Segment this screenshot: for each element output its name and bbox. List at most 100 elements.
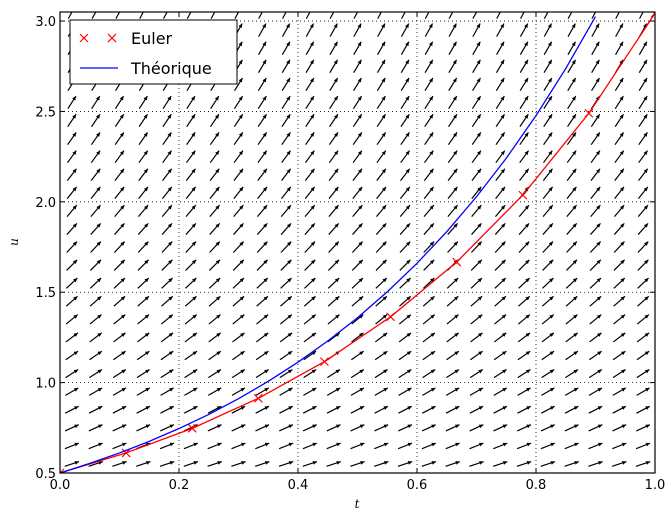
field-arrow bbox=[137, 277, 150, 289]
field-arrow bbox=[423, 277, 435, 289]
field-arrow bbox=[564, 405, 579, 414]
field-arrow bbox=[564, 424, 579, 432]
field-arrow bbox=[517, 424, 532, 432]
field-arrow bbox=[374, 369, 388, 379]
field-arrow bbox=[517, 332, 531, 343]
field-arrow bbox=[447, 241, 459, 253]
field-arrow bbox=[256, 295, 269, 307]
field-arrow bbox=[89, 350, 103, 361]
field-arrow bbox=[138, 204, 149, 217]
field-arrow bbox=[494, 295, 507, 307]
field-arrow bbox=[258, 12, 263, 19]
field-arrow bbox=[377, 41, 386, 55]
field-arrow bbox=[280, 295, 293, 307]
field-arrow bbox=[397, 461, 413, 467]
field-arrow bbox=[493, 424, 508, 432]
field-arrow bbox=[471, 95, 482, 110]
field-arrow bbox=[566, 222, 578, 235]
field-arrow bbox=[351, 241, 364, 253]
field-arrow bbox=[422, 314, 436, 325]
field-arrow bbox=[232, 314, 245, 325]
field-arrow bbox=[281, 113, 291, 128]
field-arrow bbox=[257, 132, 268, 146]
field-arrow bbox=[469, 387, 484, 396]
field-arrow bbox=[185, 204, 197, 217]
field-arrow bbox=[328, 222, 340, 235]
field-arrow bbox=[401, 12, 406, 19]
field-arrow bbox=[398, 369, 412, 379]
field-arrow bbox=[517, 405, 532, 414]
field-arrow bbox=[635, 461, 651, 467]
field-arrow bbox=[400, 41, 410, 55]
field-arrow bbox=[137, 314, 150, 325]
field-arrow bbox=[352, 150, 363, 164]
field-arrow bbox=[588, 387, 603, 396]
field-arrow bbox=[64, 461, 80, 467]
field-arrow bbox=[591, 59, 600, 73]
field-arrow bbox=[590, 132, 601, 146]
field-arrow bbox=[400, 59, 410, 73]
field-arrow bbox=[66, 150, 77, 164]
field-arrow bbox=[305, 95, 315, 110]
field-arrow bbox=[472, 23, 481, 37]
data-point-euler bbox=[518, 190, 528, 200]
field-arrow bbox=[207, 442, 222, 450]
field-arrow bbox=[88, 442, 103, 450]
field-arrow bbox=[353, 41, 362, 55]
field-arrow bbox=[612, 387, 627, 396]
field-arrow bbox=[424, 95, 434, 110]
field-arrow bbox=[281, 77, 291, 92]
data-point-euler bbox=[253, 393, 263, 403]
field-arrow bbox=[112, 369, 127, 379]
field-arrow bbox=[446, 350, 460, 361]
data-point-euler bbox=[187, 423, 197, 433]
field-arrow bbox=[114, 222, 125, 235]
field-arrow bbox=[493, 442, 508, 450]
field-arrow bbox=[114, 95, 125, 110]
field-arrow bbox=[567, 77, 577, 92]
field-arrow bbox=[352, 186, 363, 200]
field-arrow bbox=[281, 132, 291, 146]
field-arrow bbox=[376, 59, 386, 73]
y-tick-label: 1.5 bbox=[35, 286, 56, 301]
field-arrow bbox=[615, 23, 624, 37]
field-arrow bbox=[376, 77, 386, 92]
field-arrow bbox=[329, 113, 339, 128]
field-arrow bbox=[567, 95, 577, 110]
field-arrow bbox=[520, 12, 525, 19]
field-arrow bbox=[589, 259, 602, 271]
field-arrow bbox=[590, 186, 601, 200]
field-arrow bbox=[112, 461, 127, 467]
field-arrow bbox=[161, 259, 173, 271]
field-arrow bbox=[231, 442, 246, 450]
field-arrow bbox=[65, 350, 79, 361]
field-arrow bbox=[137, 241, 149, 253]
field-arrow bbox=[567, 59, 577, 73]
data-point-euler bbox=[650, 12, 655, 18]
field-arrow bbox=[423, 168, 434, 182]
field-arrow bbox=[495, 113, 505, 128]
field-arrow bbox=[279, 405, 294, 414]
field-arrow bbox=[471, 204, 482, 217]
y-tick-label: 3.0 bbox=[35, 15, 56, 30]
field-arrow bbox=[613, 259, 626, 271]
field-arrow bbox=[256, 222, 268, 235]
field-arrow bbox=[327, 277, 340, 289]
field-arrow bbox=[376, 150, 387, 164]
field-arrow bbox=[518, 222, 530, 235]
field-arrow bbox=[231, 369, 246, 379]
field-arrow bbox=[255, 405, 270, 414]
field-arrow bbox=[542, 241, 554, 253]
field-arrow bbox=[542, 222, 554, 235]
field-arrow bbox=[399, 277, 411, 289]
field-arrow bbox=[448, 23, 457, 37]
field-arrow bbox=[445, 424, 460, 432]
field-arrow bbox=[374, 405, 389, 414]
field-arrow bbox=[448, 95, 458, 110]
field-arrow bbox=[231, 461, 246, 467]
field-arrow bbox=[613, 222, 625, 235]
field-arrow bbox=[350, 424, 365, 432]
field-arrow bbox=[233, 113, 244, 128]
field-arrow bbox=[448, 41, 457, 55]
field-arrow bbox=[423, 241, 435, 253]
